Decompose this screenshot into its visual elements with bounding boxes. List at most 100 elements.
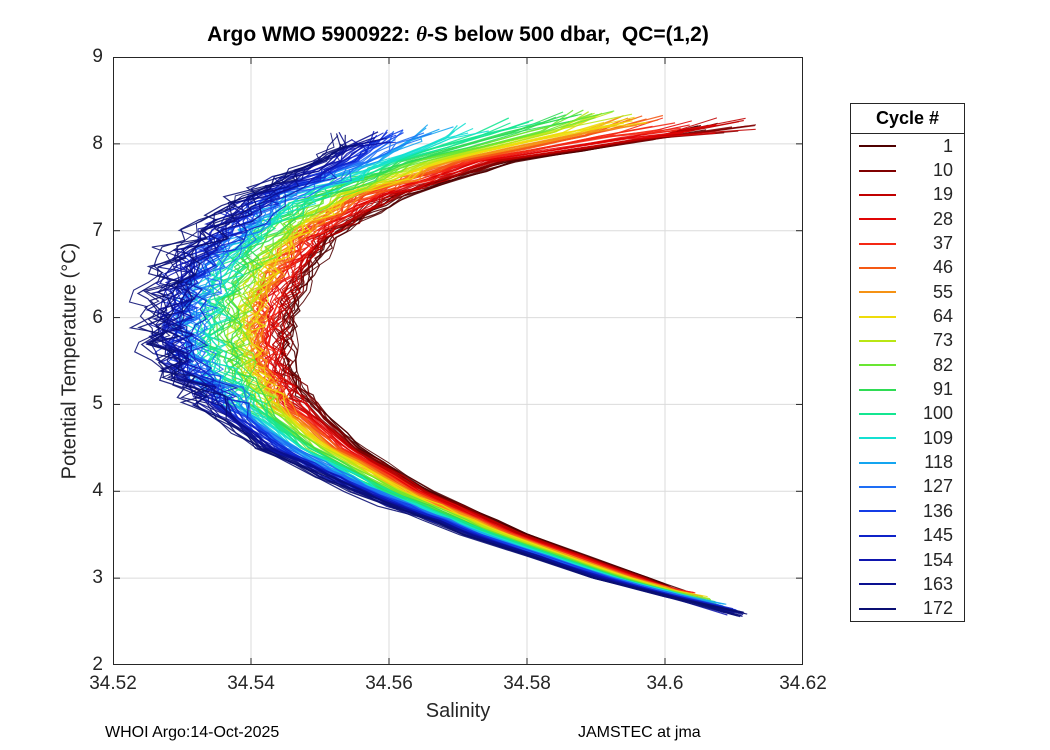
profile-line — [230, 111, 711, 600]
legend-row: 10 — [851, 158, 964, 182]
profile-line — [261, 128, 687, 597]
y-tick-label: 3 — [92, 567, 103, 589]
legend-line-swatch — [859, 193, 896, 196]
x-tick-label: 34.58 — [503, 673, 551, 694]
legend-cycle-label: 91 — [932, 379, 953, 400]
legend-line-swatch — [859, 291, 896, 294]
legend-line-swatch — [859, 169, 896, 172]
legend-cycle-label: 136 — [922, 500, 953, 521]
legend-cycle-label: 28 — [932, 208, 953, 229]
legend-rows: 1 10 19 28 37 46 55 64 73 82 91 100 109 118 127 136 145 1… — [851, 134, 964, 621]
legend-line-swatch — [859, 412, 896, 415]
profile-line — [146, 143, 744, 613]
legend-cycle-label: 37 — [932, 233, 953, 254]
footer-source-right: JAMSTEC at jma — [578, 724, 701, 741]
legend-line-swatch — [859, 339, 896, 342]
y-tick-label: 9 — [92, 46, 103, 67]
profile-line — [128, 133, 741, 618]
x-tick-label: 34.62 — [779, 673, 827, 694]
legend-row: 172 — [851, 597, 964, 621]
legend-row: 19 — [851, 183, 964, 207]
legend-cycle-label: 64 — [932, 306, 953, 327]
legend-cycle-label: 109 — [922, 427, 953, 448]
profile-line — [208, 125, 708, 607]
y-tick-label: 7 — [92, 219, 103, 241]
legend-cycle-label: 154 — [922, 549, 953, 570]
legend-line-swatch — [859, 607, 896, 610]
profile-line — [279, 124, 756, 595]
legend-row: 154 — [851, 548, 964, 572]
x-axis-label: Salinity — [425, 700, 491, 722]
legend-row: 82 — [851, 353, 964, 377]
legend-cycle-label: 19 — [932, 184, 953, 205]
profile-line — [199, 121, 714, 605]
x-tick-label: 34.6 — [646, 673, 684, 694]
legend-cycle-label: 127 — [922, 476, 953, 497]
profile-line — [183, 130, 733, 612]
legend-row: 1 — [851, 134, 964, 158]
legend-line-swatch — [859, 559, 896, 562]
legend-cycle-label: 82 — [932, 354, 953, 375]
legend-row: 37 — [851, 231, 964, 255]
legend-row: 55 — [851, 280, 964, 304]
chart-title-suffix: -S below 500 dbar, QC=(1,2) — [426, 23, 709, 46]
legend-line-swatch — [859, 315, 896, 318]
legend-row: 118 — [851, 450, 964, 474]
legend-cycle-label: 145 — [922, 525, 953, 546]
profile-line — [290, 129, 707, 594]
y-tick-label: 2 — [92, 654, 103, 675]
legend-line-swatch — [859, 364, 896, 367]
legend-line-swatch — [859, 461, 896, 464]
legend-line-swatch — [859, 485, 896, 488]
legend-row: 136 — [851, 499, 964, 523]
x-tick-label: 34.56 — [365, 673, 413, 694]
legend-row: 163 — [851, 572, 964, 596]
profile-line — [175, 133, 722, 607]
legend-line-swatch — [859, 510, 896, 513]
profile-line — [230, 111, 714, 605]
profile-line — [128, 135, 748, 615]
y-tick-label: 5 — [92, 393, 103, 415]
legend-line-swatch — [859, 266, 896, 269]
legend-cycle-label: 1 — [942, 135, 953, 156]
legend-cycle-label: 172 — [922, 598, 953, 619]
legend-line-swatch — [859, 218, 896, 221]
legend-row: 73 — [851, 329, 964, 353]
legend-box: Cycle # 1 10 19 28 37 46 55 64 73 82 91 100 109 118 12… — [850, 103, 965, 622]
legend-row: 28 — [851, 207, 964, 231]
legend-cycle-label: 163 — [922, 573, 953, 594]
profile-line — [185, 142, 740, 614]
x-tick-label: 34.52 — [89, 673, 137, 694]
chart-title: Argo WMO 5900922: θ-S below 500 dbar, QC… — [113, 22, 803, 47]
legend-line-swatch — [859, 534, 896, 537]
legend-line-swatch — [859, 242, 896, 245]
legend-row: 100 — [851, 402, 964, 426]
chart-title-prefix: Argo WMO 5900922: — [207, 23, 417, 46]
legend-cycle-label: 46 — [932, 257, 953, 278]
profile-line — [271, 128, 756, 594]
legend-row: 64 — [851, 304, 964, 328]
theta-symbol: θ — [416, 22, 427, 46]
legend-line-swatch — [859, 388, 896, 391]
y-tick-label: 8 — [92, 132, 103, 154]
plot-area — [113, 57, 803, 665]
y-tick-label: 6 — [92, 306, 103, 328]
profile-line — [186, 132, 731, 610]
axes-border — [113, 57, 803, 665]
legend-cycle-label: 73 — [932, 330, 953, 351]
y-tick-label: 4 — [92, 480, 103, 502]
legend-row: 109 — [851, 426, 964, 450]
legend-row: 145 — [851, 524, 964, 548]
x-tick-label: 34.54 — [227, 673, 275, 694]
legend-row: 46 — [851, 256, 964, 280]
legend-cycle-label: 55 — [932, 281, 953, 302]
legend-cycle-label: 100 — [922, 403, 953, 424]
legend-cycle-label: 118 — [924, 452, 953, 473]
legend-line-swatch — [859, 437, 896, 440]
profile-line — [227, 112, 716, 604]
legend-row: 127 — [851, 475, 964, 499]
legend-title: Cycle # — [851, 104, 964, 134]
y-axis-label: Potential Temperature (°C) — [58, 242, 81, 480]
profile-line — [275, 119, 744, 596]
